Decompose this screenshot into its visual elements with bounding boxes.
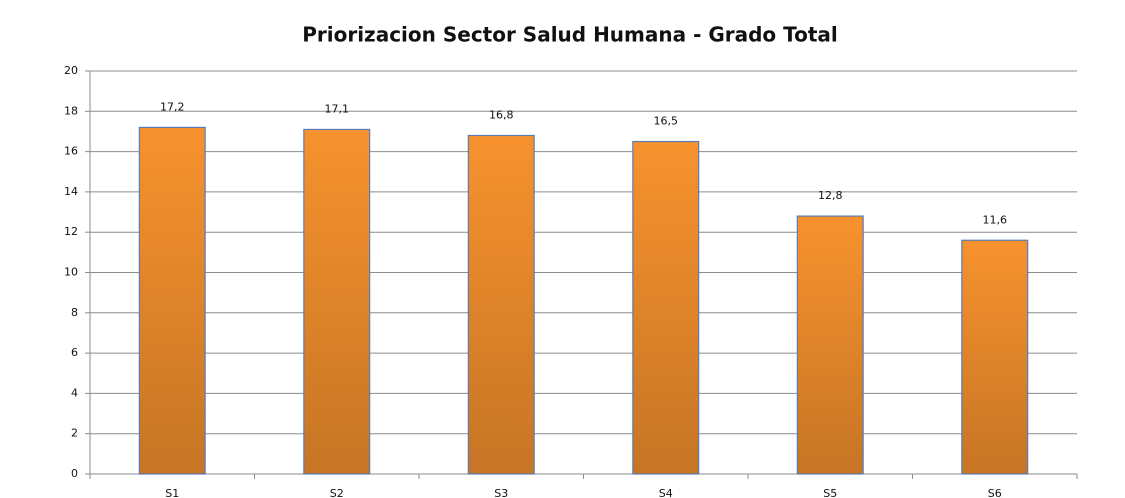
x-tick-label: S5 — [823, 487, 837, 498]
x-tick-label: S2 — [330, 487, 344, 498]
y-tick-label: 4 — [71, 386, 78, 399]
x-tick-label: S1 — [165, 487, 179, 498]
bar — [961, 239, 1029, 475]
x-tick-label: S4 — [659, 487, 673, 498]
y-tick-label: 16 — [64, 145, 78, 158]
data-label: 17,2 — [160, 100, 185, 113]
y-tick-label: 14 — [64, 185, 78, 198]
data-label: 11,6 — [983, 213, 1008, 226]
bar — [467, 134, 535, 475]
y-tick-label: 2 — [71, 427, 78, 440]
x-tick-label: S3 — [494, 487, 508, 498]
y-tick-label: 12 — [64, 225, 78, 238]
y-tick-label: 10 — [64, 266, 78, 279]
y-tick-label: 0 — [71, 467, 78, 480]
data-label: 17,1 — [325, 102, 350, 115]
data-label: 12,8 — [818, 189, 843, 202]
data-label: 16,5 — [654, 115, 679, 128]
y-tick-label: 18 — [64, 104, 78, 117]
y-tick-label: 20 — [64, 64, 78, 77]
x-tick-label: S6 — [988, 487, 1002, 498]
bar — [632, 140, 700, 475]
y-tick-label: 8 — [71, 306, 78, 319]
y-tick-label: 6 — [71, 346, 78, 359]
bar — [138, 126, 206, 475]
bar — [303, 128, 371, 475]
data-label: 16,8 — [489, 108, 514, 121]
chart-title: Priorizacion Sector Salud Humana - Grado… — [302, 23, 838, 47]
bar — [796, 215, 864, 475]
